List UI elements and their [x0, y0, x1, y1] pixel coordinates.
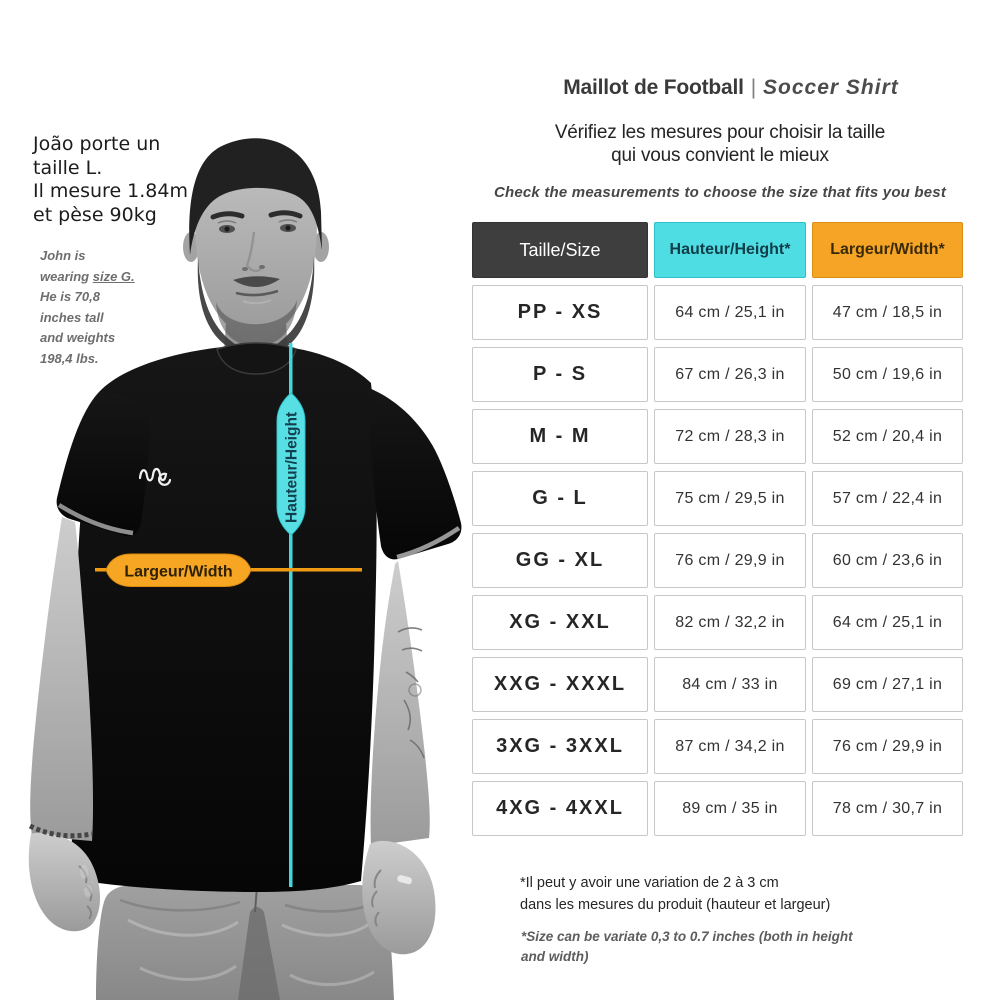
- text-line: Vérifiez les mesures pour choisir la tai…: [554, 122, 886, 143]
- height-cell: 89 cm / 35 in: [654, 781, 806, 836]
- hair: [189, 138, 322, 255]
- text-line: inches tall: [40, 309, 104, 325]
- width-pill-label: Largeur/Width: [124, 564, 232, 581]
- size-cell: PP - XS: [472, 285, 648, 340]
- width-cell: 57 cm / 22,4 in: [812, 471, 963, 526]
- width-cell: 78 cm / 30,7 in: [812, 781, 963, 836]
- text-line: John is: [40, 248, 86, 263]
- footnote-en: *Size can be variate 0,3 to 0.7 inches (…: [521, 927, 853, 967]
- text-line: dans les mesures du produit (hauteur et …: [520, 897, 831, 913]
- height-cell: 64 cm / 25,1 in: [654, 285, 806, 340]
- wa-logo: [138, 467, 172, 486]
- width-pill: [105, 553, 252, 587]
- height-cell: 84 cm / 33 in: [654, 657, 806, 712]
- mustache: [233, 276, 280, 287]
- title-en: Soccer Shirt: [763, 76, 899, 99]
- title-fr: Maillot de Football: [563, 76, 744, 99]
- height-cell: 82 cm / 32,2 in: [654, 595, 806, 650]
- text-line: taille L.: [33, 156, 103, 179]
- text-line: and width): [521, 949, 589, 964]
- size-cell: G - L: [472, 471, 648, 526]
- size-cell: XXG - XXXL: [472, 657, 648, 712]
- right-fist: [362, 840, 436, 955]
- jeans: [96, 885, 394, 1000]
- ear-right: [313, 232, 329, 262]
- model-photo: Hauteur/Height Largeur/Width: [28, 138, 462, 1000]
- cuff-trim-right: [396, 526, 461, 560]
- size-cell: 4XG - 4XXL: [472, 781, 648, 836]
- bracelet: [28, 823, 93, 839]
- height-cell: 67 cm / 26,3 in: [654, 347, 806, 402]
- text-line: 198,4 lbs.: [40, 350, 99, 366]
- text-line: *Size can be variate 0,3 to 0.7 inches (…: [521, 929, 853, 944]
- column-header-height: Hauteur/Height*: [654, 222, 806, 278]
- size-cell: XG - XXL: [472, 595, 648, 650]
- text-line: João porte un: [33, 133, 161, 155]
- underlined-size: size G.: [92, 268, 135, 284]
- tattoo: [397, 627, 425, 759]
- text-line: wearing size G.: [40, 268, 135, 284]
- height-cell: 87 cm / 34,2 in: [654, 719, 806, 774]
- eyebrow-right: [268, 210, 303, 219]
- model-info-en: John is wearing size G. He is 70,8 inche…: [40, 246, 135, 369]
- width-cell: 60 cm / 23,6 in: [812, 533, 963, 588]
- width-cell: 69 cm / 27,1 in: [812, 657, 963, 712]
- left-arm: [28, 517, 101, 932]
- size-cell: M - M: [472, 409, 648, 464]
- text-line: qui vous convient le mieux: [611, 145, 829, 166]
- cuff-trim-left: [57, 503, 134, 536]
- stubble: [216, 300, 297, 347]
- size-cell: P - S: [472, 347, 648, 402]
- text-line: et pèse 90kg: [33, 203, 157, 226]
- text-line: and weights: [40, 330, 116, 345]
- size-cell: 3XG - 3XXL: [472, 719, 648, 774]
- size-table: Taille/Size Hauteur/Height* Largeur/Widt…: [472, 222, 963, 836]
- column-header-size: Taille/Size: [472, 222, 648, 278]
- collar: [216, 342, 297, 375]
- height-cell: 72 cm / 28,3 in: [654, 409, 806, 464]
- width-cell: 52 cm / 20,4 in: [812, 409, 963, 464]
- text-line: Il mesure 1.84m: [33, 180, 188, 202]
- height-pill-label: Hauteur/Height: [284, 412, 301, 523]
- width-cell: 76 cm / 29,9 in: [812, 719, 963, 774]
- right-arm: [362, 561, 436, 955]
- text-line: He is 70,8: [40, 289, 100, 304]
- width-cell: 50 cm / 19,6 in: [812, 347, 963, 402]
- width-cell: 47 cm / 18,5 in: [812, 285, 963, 340]
- ring: [397, 875, 412, 885]
- head: [183, 138, 329, 357]
- shirt-sleeve-right: [369, 388, 462, 560]
- subtitle-en: Check the measurements to choose the siz…: [493, 184, 947, 201]
- eyes: [217, 219, 298, 233]
- eyebrow-left: [210, 211, 245, 220]
- height-cell: 75 cm / 29,5 in: [654, 471, 806, 526]
- shirt-sleeve-left: [56, 392, 151, 537]
- model-info-fr: João porte un taille L. Il mesure 1.84m …: [33, 133, 188, 227]
- title-separator: |: [750, 76, 757, 99]
- left-fist: [28, 832, 101, 932]
- size-cell: GG - XL: [472, 533, 648, 588]
- nose: [245, 231, 262, 273]
- width-cell: 64 cm / 25,1 in: [812, 595, 963, 650]
- width-measure-line: Largeur/Width: [95, 553, 362, 587]
- height-pill: [276, 392, 306, 536]
- mouth: [235, 289, 279, 297]
- height-cell: 76 cm / 29,9 in: [654, 533, 806, 588]
- footnote-fr: *Il peut y avoir une variation de 2 à 3 …: [520, 872, 830, 916]
- page-title: Maillot de Football | Soccer Shirt: [470, 76, 992, 100]
- text-line: *Il peut y avoir une variation de 2 à 3 …: [520, 875, 779, 891]
- subtitle-fr: Vérifiez les mesures pour choisir la tai…: [450, 121, 990, 167]
- column-header-width: Largeur/Width*: [812, 222, 963, 278]
- height-measure-line: Hauteur/Height: [276, 343, 306, 887]
